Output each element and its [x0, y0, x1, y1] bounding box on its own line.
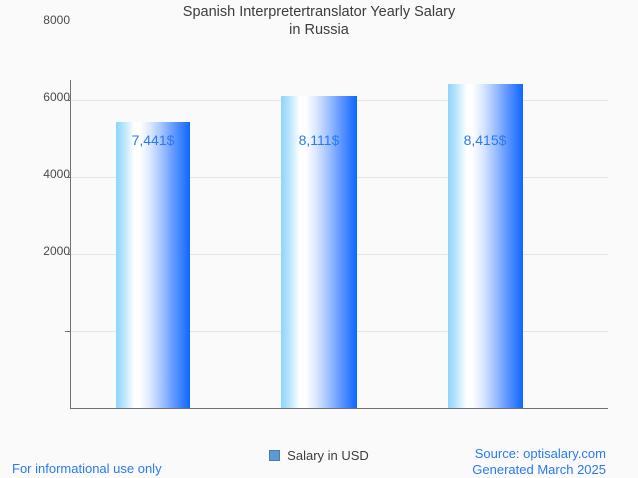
bar-2023[interactable] — [116, 122, 190, 408]
source-link[interactable]: Source: optisalary.com — [474, 446, 606, 461]
chart-legend: Salary in USD — [0, 446, 638, 465]
bar-2024[interactable] — [281, 96, 357, 408]
legend-item-salary-in-usd[interactable]: Salary in USD — [263, 446, 375, 465]
y-axis-line — [70, 80, 71, 408]
tick-4000 — [65, 254, 70, 255]
source-info: Source: optisalary.com Generated March 2… — [472, 446, 606, 478]
y-tick-label: 8000 — [43, 13, 70, 27]
tick-8000 — [65, 100, 70, 101]
bar-value-2024: 8,111$ — [298, 132, 340, 148]
tick-2000 — [65, 331, 70, 332]
legend-item-label: Salary in USD — [287, 448, 369, 463]
x-axis-line — [70, 408, 608, 409]
chart-title: Spanish Interpretertranslator Yearly Sal… — [182, 4, 456, 38]
y-tick-label: 4000 — [43, 167, 70, 181]
legend-swatch-icon — [269, 450, 281, 461]
generated-date: Generated March 2025 — [472, 462, 606, 477]
y-tick-label: 2000 — [43, 244, 70, 258]
y-axis: 8000 6000 4000 2000 — [0, 0, 70, 328]
y-tick-label: 6000 — [43, 90, 70, 104]
bar-value-2025: 8,415$ — [463, 132, 507, 148]
plot-area: 7,441$ 2023 8,111$ 2024 8,415$ 2025 — [65, 80, 608, 409]
tick-6000 — [65, 177, 70, 178]
bar-2025[interactable] — [448, 84, 523, 408]
disclaimer-text: For informational use only — [12, 461, 162, 476]
bar-value-2023: 7,441$ — [131, 132, 175, 148]
